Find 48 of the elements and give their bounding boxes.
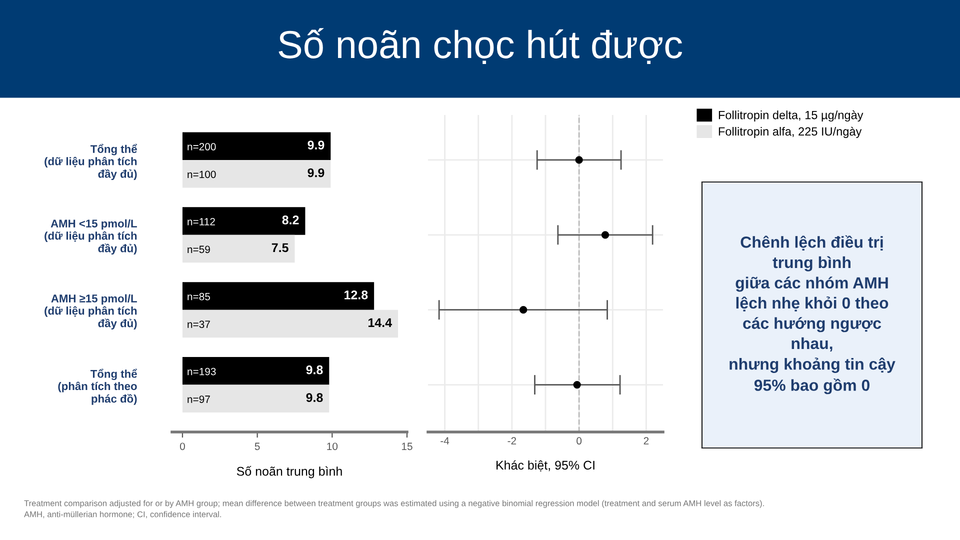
annotation: n=85 [188,292,210,300]
data-label: 14.4 [368,318,392,327]
data-label: 9.8 [306,393,323,402]
x-axis-title: Số noãn trung bình [236,466,342,478]
annotation: n=112 [188,218,215,226]
point [575,156,583,164]
data-label: 12.8 [344,290,368,300]
data-label: 7.5 [272,243,288,252]
bar [182,132,331,160]
x-tick-label: 10 [327,442,338,450]
bar [182,384,330,413]
annotation: n=200 [188,143,216,150]
x-tick-label: -2 [508,437,516,444]
bar [182,234,295,263]
x-tick-label: 0 [180,442,185,450]
x-tick-label: 2 [644,437,649,444]
text: AMH, anti-müllerian hormone; CI, confidence interval. [24,511,222,518]
y-tick-label: Tổng thể (dữ liệu phân tích đầy đủ) [44,144,138,180]
bar [182,310,398,338]
x-tick-label: 5 [254,442,260,450]
point [601,231,610,239]
data-label: 8.2 [282,216,299,224]
point [573,380,581,389]
y-tick-label: AMH ≥15 pmol/L (dữ liệu phân tích đầy đủ) [44,294,137,330]
data-label: 9.9 [308,168,324,178]
chart-title: Số noãn chọc hút được [278,28,682,64]
y-tick-label: AMH <15 pmol/L (dữ liệu phân tích đầy đủ) [44,219,137,254]
data-label: 9.9 [308,140,324,150]
bar [182,207,306,235]
legend-label: Follitropin delta, 15 µg/ngày [718,110,864,122]
x-axis-title: Khác biệt, 95% CI [496,460,594,472]
bar [182,160,331,188]
x-tick-label: -4 [440,437,450,444]
annotation: n=97 [188,396,210,403]
annotation: n=37 [188,320,210,328]
x-tick-label: 0 [576,437,582,445]
annotation: n=59 [188,246,210,254]
text: Treatment comparison adjusted for or by AMH group; mean difference between treatment groups was estimated using a negative binomial regression model (treatment and serum AMH level as factors). [24,500,764,508]
point [520,306,528,314]
legend-label: Follitropin alfa, 225 IU/ngày [718,126,862,138]
text: Chênh lệch điều trị trung bình giữa các nhóm AMH lệch nhẹ khỏi 0 theo các hướng ngược nhau, nhưng khoảng tin cậy 95% bao gồm 0 [730,235,896,394]
annotation: n=100 [188,170,216,178]
bar [182,357,330,385]
y-tick-label: Tổng thể (phân tích theo phác đồ) [58,368,138,405]
annotation: n=193 [188,368,216,376]
x-tick-label: 15 [402,442,412,450]
bar [182,282,374,310]
data-label: 9.8 [306,365,323,374]
